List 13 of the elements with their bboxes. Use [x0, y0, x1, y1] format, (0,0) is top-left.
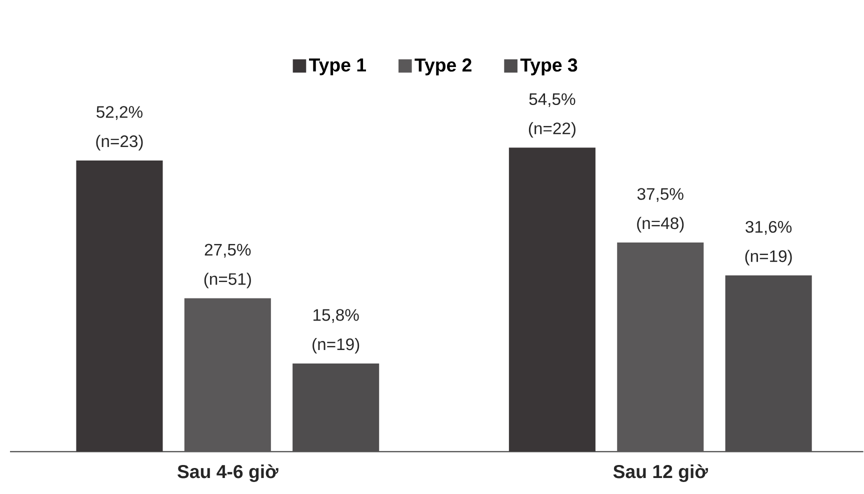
data-label: 52,2% (n=23) [96, 106, 143, 151]
data-label: 54,5% (n=22) [528, 94, 576, 138]
legend-label: Type 3 [520, 58, 578, 76]
x-tick-label: Sau 4-6 giờ [178, 464, 278, 482]
legend-label: Type 1 [309, 58, 366, 76]
bar [76, 160, 163, 452]
data-label: 27,5% (n=51) [204, 244, 251, 288]
legend-label: Type 2 [414, 58, 472, 76]
data-label: 31,6% (n=19) [745, 221, 792, 266]
data-label: 15,8% (n=19) [312, 309, 360, 354]
bar [508, 148, 596, 452]
x-tick-label: Sau 12 giờ [613, 464, 708, 482]
data-label: 37,5% (n=48) [637, 188, 684, 233]
